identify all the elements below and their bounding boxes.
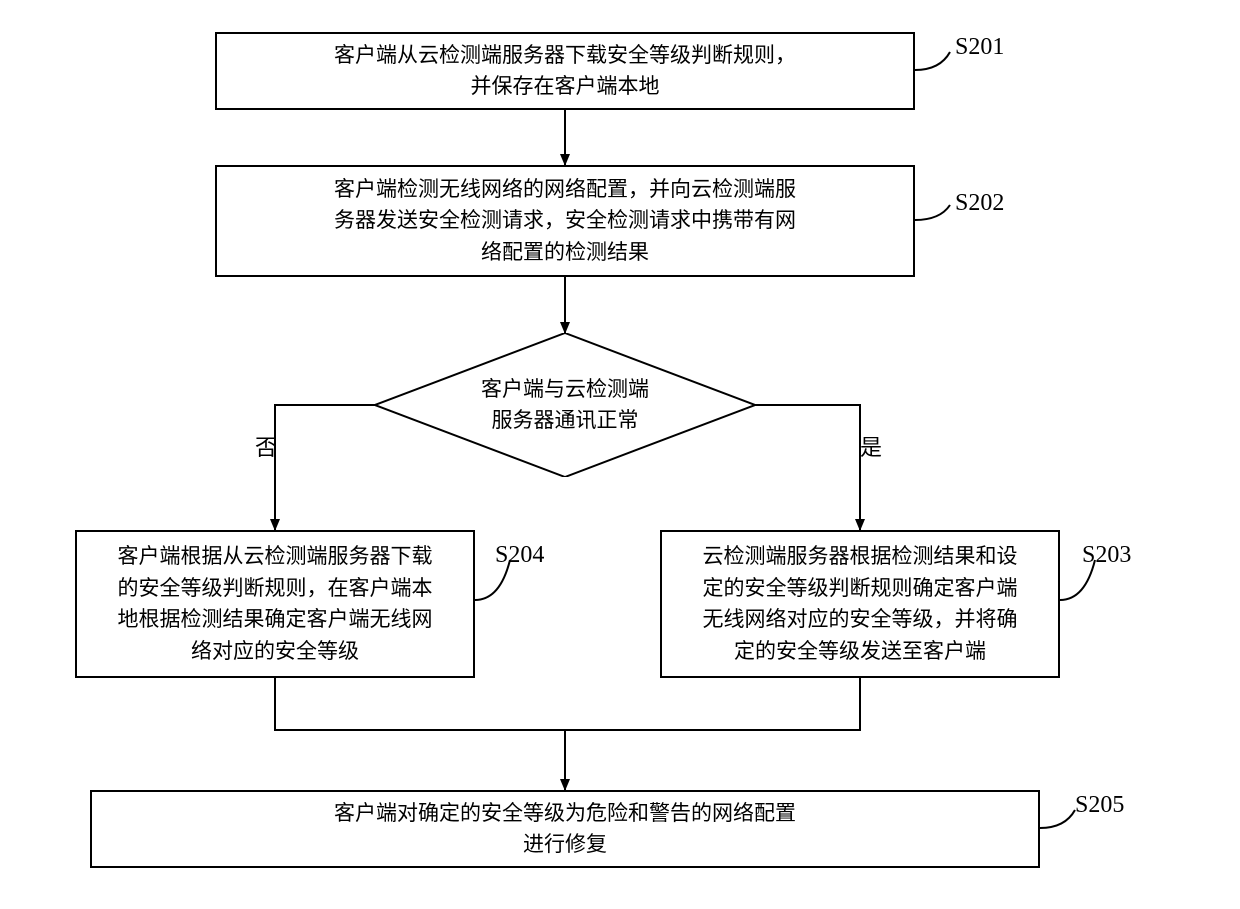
edge-label-yes: 是 — [860, 430, 882, 462]
step-s201-box: 客户端从云检测端服务器下载安全等级判断规则，并保存在客户端本地 — [215, 32, 915, 110]
step-s203-box: 云检测端服务器根据检测结果和设定的安全等级判断规则确定客户端无线网络对应的安全等… — [660, 530, 1060, 678]
step-s205-box: 客户端对确定的安全等级为危险和警告的网络配置进行修复 — [90, 790, 1040, 868]
edge-label-no: 否 — [255, 430, 277, 462]
step-s203-text: 云检测端服务器根据检测结果和设定的安全等级判断规则确定客户端无线网络对应的安全等… — [703, 541, 1018, 667]
step-s201-label: S201 — [955, 34, 1004, 61]
decision-diamond: 客户端与云检测端服务器通讯正常 — [375, 333, 755, 477]
step-s204-label: S204 — [495, 542, 544, 569]
step-s205-label: S205 — [1075, 792, 1124, 819]
step-s201-text: 客户端从云检测端服务器下载安全等级判断规则，并保存在客户端本地 — [334, 40, 796, 103]
step-s202-label: S202 — [955, 190, 1004, 217]
decision-text: 客户端与云检测端服务器通讯正常 — [481, 374, 649, 437]
step-s202-text: 客户端检测无线网络的网络配置，并向云检测端服务器发送安全检测请求，安全检测请求中… — [334, 174, 796, 269]
step-s203-label: S203 — [1082, 542, 1131, 569]
step-s204-box: 客户端根据从云检测端服务器下载的安全等级判断规则，在客户端本地根据检测结果确定客… — [75, 530, 475, 678]
step-s205-text: 客户端对确定的安全等级为危险和警告的网络配置进行修复 — [334, 798, 796, 861]
step-s204-text: 客户端根据从云检测端服务器下载的安全等级判断规则，在客户端本地根据检测结果确定客… — [118, 541, 433, 667]
flowchart-canvas: 客户端从云检测端服务器下载安全等级判断规则，并保存在客户端本地 S201 客户端… — [0, 0, 1240, 909]
step-s202-box: 客户端检测无线网络的网络配置，并向云检测端服务器发送安全检测请求，安全检测请求中… — [215, 165, 915, 277]
